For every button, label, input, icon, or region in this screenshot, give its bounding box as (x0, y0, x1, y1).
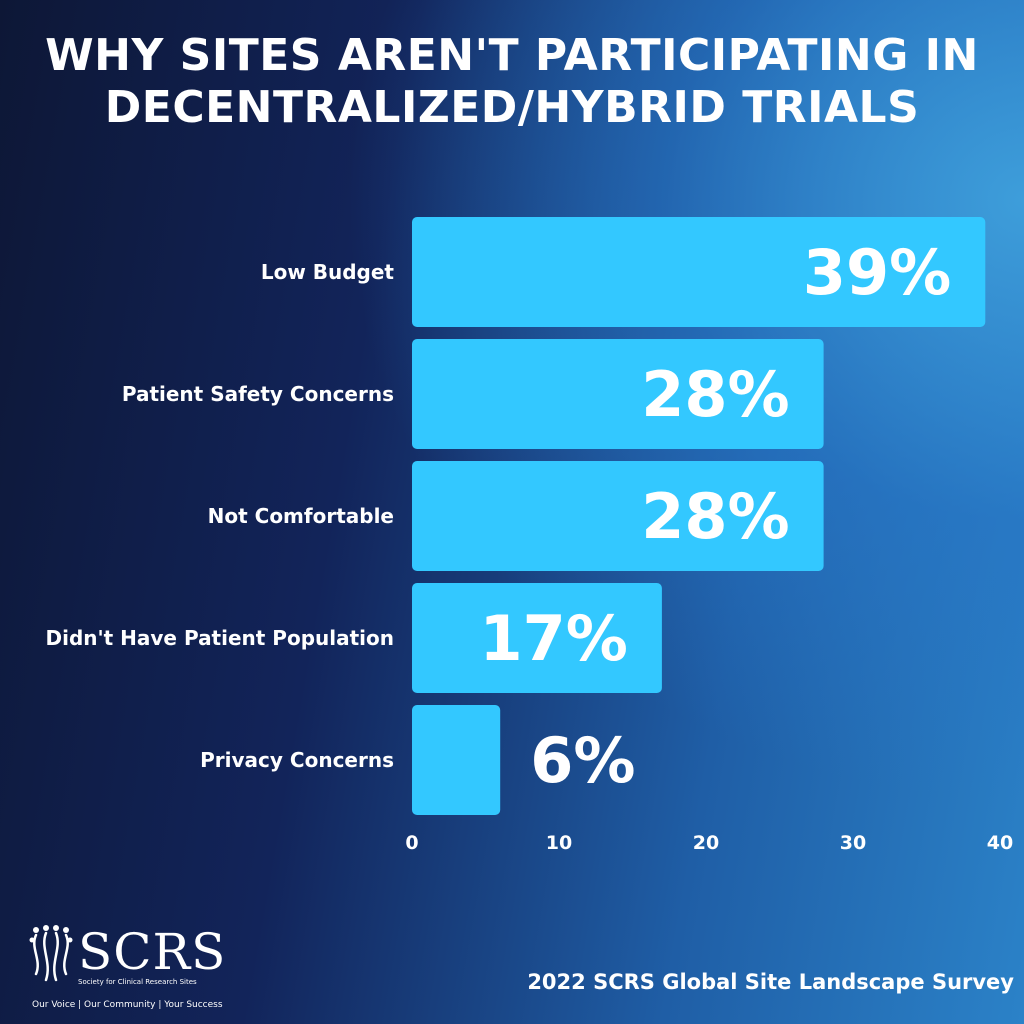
scrs-logo-mark-icon (29, 925, 73, 982)
source-caption: 2022 SCRS Global Site Landscape Survey (527, 970, 1014, 994)
logo-tagline: Our Voice | Our Community | Your Success (32, 1000, 223, 1010)
category-label: Patient Safety Concerns (122, 382, 394, 406)
logo-subtitle: Society for Clinical Research Sites (78, 978, 197, 986)
value-label: 6% (530, 724, 635, 797)
x-tick-label: 0 (405, 832, 418, 854)
scrs-logo: SCRS Society for Clinical Research Sites… (26, 924, 236, 1016)
category-label: Didn't Have Patient Population (45, 626, 394, 650)
value-label: 39% (803, 236, 951, 309)
value-label: 17% (479, 602, 627, 675)
bar (412, 583, 662, 693)
category-label: Not Comfortable (208, 504, 394, 528)
title-line-1: WHY SITES AREN'T PARTICIPATING IN (45, 30, 979, 81)
chart-title: WHY SITES AREN'T PARTICIPATING IN DECENT… (0, 30, 1024, 134)
title-line-2: DECENTRALIZED/HYBRID TRIALS (104, 82, 920, 133)
x-tick-label: 40 (987, 832, 1013, 854)
bar (412, 339, 824, 449)
bar (412, 705, 501, 815)
bar (412, 217, 986, 327)
x-tick-label: 30 (840, 832, 866, 854)
x-tick-label: 20 (693, 832, 719, 854)
x-tick-label: 10 (546, 832, 572, 854)
category-label: Low Budget (261, 260, 395, 284)
value-label: 28% (641, 480, 789, 553)
bar (412, 461, 824, 571)
category-label: Privacy Concerns (200, 748, 394, 772)
logo-wordmark: SCRS (78, 923, 227, 981)
value-label: 28% (641, 358, 789, 431)
